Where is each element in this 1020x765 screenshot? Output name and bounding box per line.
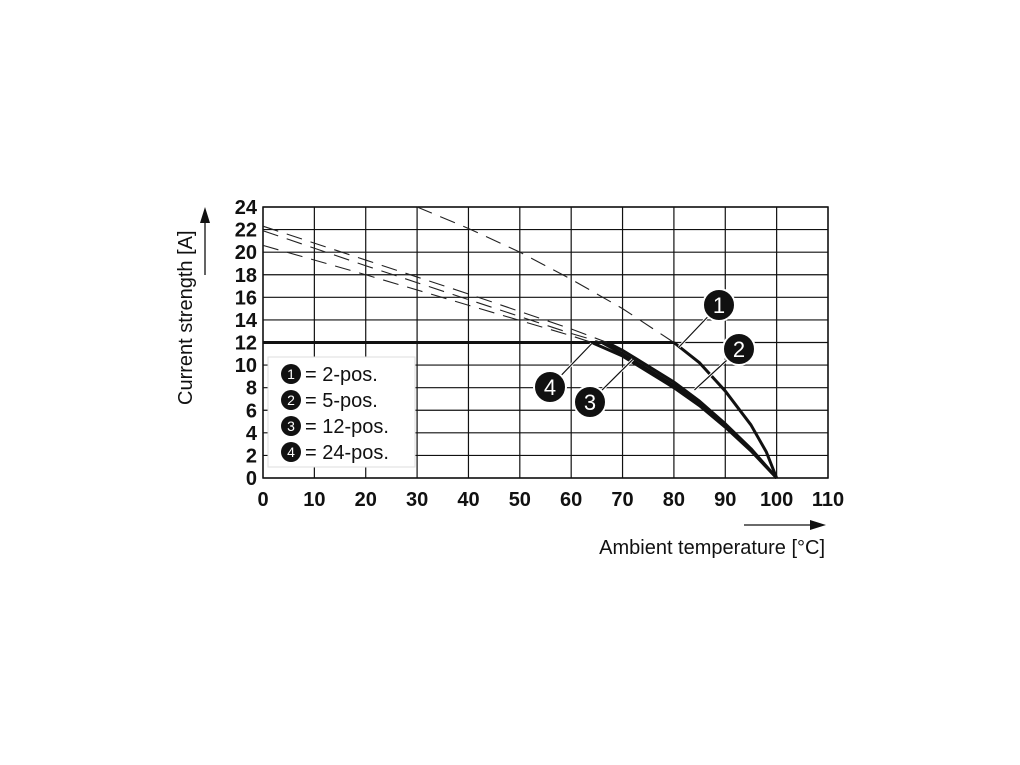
y-tick-label: 8 [246, 378, 257, 400]
x-axis-arrow [744, 520, 826, 530]
x-tick-label: 20 [355, 489, 377, 511]
legend-number: 2 [287, 392, 295, 408]
curve-3-dashed [262, 230, 603, 344]
legend-label: = 12-pos. [305, 416, 389, 438]
callout-badge [722, 332, 756, 366]
tick-labels: 0 10 20 30 40 50 60 70 80 90 100 110024681012141618… [235, 197, 844, 511]
y-tick-label: 20 [235, 242, 257, 264]
legend-badge [281, 364, 301, 384]
x-tick-label: 0 [257, 489, 268, 511]
y-tick-label: 12 [235, 333, 257, 355]
y-tick-label: 22 [235, 220, 257, 242]
x-tick-label: 40 [457, 489, 479, 511]
y-tick-label: 0 [246, 468, 257, 490]
y-tick-label: 18 [235, 265, 257, 287]
x-tick-label: 80 [663, 489, 685, 511]
callout-badge [573, 385, 607, 419]
callout-badge [533, 370, 567, 404]
legend-label: = 5-pos. [305, 390, 378, 412]
legend-badge [281, 416, 301, 436]
curve-4-solid [591, 341, 778, 480]
x-tick-label: 100 [760, 489, 793, 511]
legend-number: 4 [287, 444, 295, 460]
x-tick-label: 110 [812, 489, 844, 511]
x-tick-label: 60 [560, 489, 582, 511]
curve-2-dashed [262, 225, 608, 344]
callout-number: 2 [733, 337, 745, 362]
x-tick-label: 70 [611, 489, 633, 511]
y-axis-label: Current strength [A] [175, 230, 197, 405]
y-tick-label: 6 [246, 400, 257, 422]
y-tick-label: 4 [246, 423, 258, 445]
legend-number: 1 [287, 366, 295, 382]
curve-1-solid [672, 341, 779, 479]
callout-badge [702, 288, 736, 322]
curve-1-dashed [416, 206, 675, 343]
legend-label: = 2-pos. [305, 364, 378, 386]
y-tick-label: 14 [235, 310, 258, 332]
x-tick-label: 30 [406, 489, 428, 511]
legend-number: 3 [287, 418, 295, 434]
legend-label: = 24-pos. [305, 442, 389, 464]
y-tick-label: 2 [246, 445, 257, 467]
y-tick-label: 10 [235, 355, 257, 377]
legend-badge [281, 390, 301, 410]
callout-number: 1 [713, 293, 725, 318]
y-tick-label: 16 [235, 287, 257, 309]
curves [262, 206, 779, 480]
legend-badge [281, 442, 301, 462]
callout-number: 4 [544, 375, 556, 400]
legend: 1 = 2-pos. 2 = 5-pos. 3 = 12-pos. 4 = 24-pos. [267, 356, 416, 468]
x-axis-label: Ambient temperature [°C] [599, 537, 825, 559]
y-tick-label: 24 [235, 197, 258, 219]
callout-number: 3 [584, 390, 596, 415]
x-tick-label: 10 [303, 489, 325, 511]
x-tick-label: 90 [714, 489, 736, 511]
callouts: 12 3 4 [533, 288, 756, 419]
x-tick-label: 50 [509, 489, 531, 511]
y-axis-arrow [200, 207, 210, 275]
curve-4-dashed [262, 244, 592, 344]
